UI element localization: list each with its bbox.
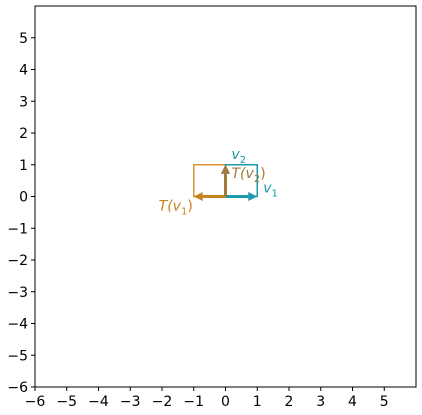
x-tick-label: −2 <box>152 394 173 410</box>
x-tick-label: −1 <box>183 394 204 410</box>
vector-label-v-2: v2 <box>232 147 247 166</box>
vector-head <box>221 164 230 174</box>
vector-label-t-v-2-: T(v2) <box>232 166 266 185</box>
x-tick-label: 2 <box>285 394 294 410</box>
y-tick-label: −2 <box>7 253 28 269</box>
vector-head <box>193 192 203 201</box>
y-axis: −6 −5 −4 −3 −2 −1 0 1 2 3 4 5 <box>7 31 35 396</box>
x-tick-label: −5 <box>56 394 77 410</box>
y-tick-label: 5 <box>19 31 28 47</box>
y-tick-label: 1 <box>19 158 28 174</box>
vector-t-v-1- <box>193 192 226 201</box>
x-axis: −6 −5 −4 −3 −2 −1 0 1 2 3 4 5 <box>25 387 389 410</box>
y-tick-label: −4 <box>7 317 28 333</box>
vector-label-t-v-1-: T(v1) <box>159 199 193 218</box>
vector-label-v-1: v1 <box>263 181 278 200</box>
y-tick-label: −6 <box>7 380 28 396</box>
y-tick-label: 3 <box>19 94 28 110</box>
y-tick-label: 4 <box>19 63 28 79</box>
x-tick-label: 3 <box>316 394 325 410</box>
x-tick-label: −3 <box>120 394 141 410</box>
x-tick-label: −6 <box>25 394 46 410</box>
vector-head <box>248 192 258 201</box>
x-tick-label: 0 <box>221 394 230 410</box>
y-tick-label: 0 <box>19 190 28 206</box>
x-tick-label: 1 <box>253 394 262 410</box>
x-tick-label: 4 <box>348 394 357 410</box>
x-tick-label: 5 <box>380 394 389 410</box>
y-tick-label: 2 <box>19 126 28 142</box>
y-tick-label: −3 <box>7 285 28 301</box>
y-tick-label: −5 <box>7 348 28 364</box>
y-tick-label: −1 <box>7 221 28 237</box>
vectors-layer <box>193 164 258 201</box>
labels-layer: v1 v2 T(v1) T(v2) <box>159 147 278 218</box>
x-tick-label: −4 <box>88 394 109 410</box>
vector-t-v-2- <box>221 164 230 197</box>
vector-v-1 <box>225 192 258 201</box>
